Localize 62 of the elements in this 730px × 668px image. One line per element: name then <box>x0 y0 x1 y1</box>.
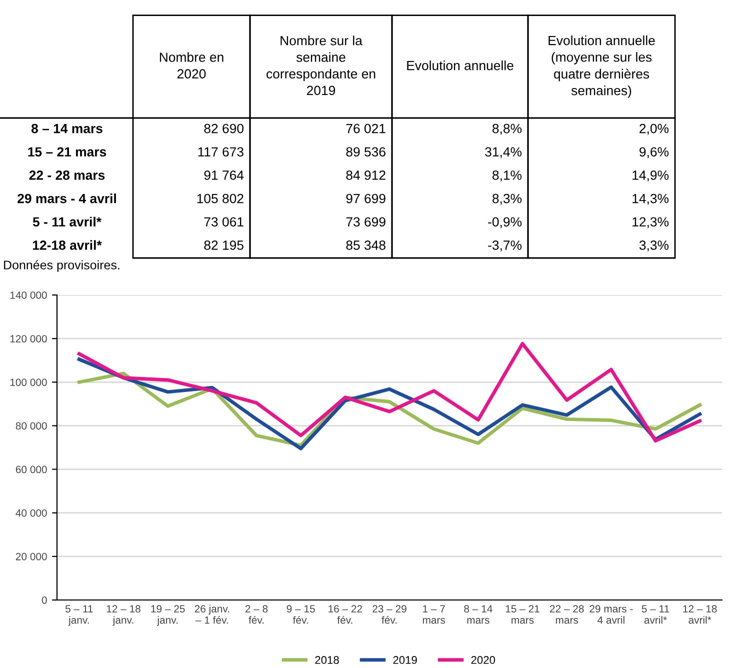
data-label: 82 690 <box>204 124 244 134</box>
data-label: 8,3% <box>492 194 522 205</box>
x-tick-label: Evolution annuelle (moyenne sur les quatre dernières semaines) <box>548 36 655 98</box>
line-series <box>77 342 702 443</box>
y-tick-label: 120 000 <box>10 335 47 342</box>
y-tick-label: 8 – 14 mars <box>31 124 102 134</box>
x-tick-label: 8 – 14 mars <box>464 605 492 624</box>
x-tick-label: 12 – 18 avril* <box>683 605 717 624</box>
y-tick-label: 40 000 <box>16 509 47 517</box>
x-tick-label: 2 – 8 fév. <box>245 605 268 624</box>
x-tick-label: 15 – 21 mars <box>506 605 540 624</box>
data-label: 3,3% <box>639 240 669 252</box>
y-tick-label: 20 000 <box>16 552 47 560</box>
y-tick-label: 140 000 <box>10 292 47 299</box>
x-tick-label: 22 – 28 mars <box>550 605 584 624</box>
y-tick-label: 5 - 11 avril* <box>32 216 102 227</box>
x-tick-label: Evolution annuelle <box>407 60 514 70</box>
y-tick-label: 80 000 <box>16 422 47 430</box>
data-label: 82 195 <box>204 240 244 250</box>
data-label: 73 061 <box>204 217 244 227</box>
legend-label: 2020 <box>471 656 496 664</box>
x-tick-label: 5 – 11 janv. <box>65 605 93 626</box>
legend-label: 2019 <box>393 656 417 664</box>
data-label: 89 536 <box>346 147 386 157</box>
data-label: 14,9% <box>632 170 669 182</box>
data-label: 105 802 <box>197 194 244 204</box>
text: Données provisoires. <box>4 260 120 272</box>
data-label: -0,9% <box>488 217 522 228</box>
x-tick-label: 29 mars - 4 avril <box>590 605 633 624</box>
x-tick-label: 5 – 11 avril* <box>642 605 670 624</box>
y-tick-label: 12-18 avril* <box>32 240 102 250</box>
data-label: 117 673 <box>198 147 244 157</box>
data-label: 8,8% <box>492 124 522 135</box>
data-label: 84 912 <box>346 170 386 180</box>
data-label: 31,4% <box>485 147 522 158</box>
data-label: 97 699 <box>346 194 386 204</box>
x-tick-label: 19 – 25 janv. <box>151 605 185 626</box>
y-tick-label: 22 - 28 mars <box>29 170 105 180</box>
y-tick-label: 15 – 21 mars <box>28 147 106 157</box>
legend-label: 2018 <box>315 656 339 664</box>
y-tick-label: 100 000 <box>10 378 47 386</box>
data-label: 73 699 <box>346 217 386 227</box>
x-tick-label: 12 – 18 janv. <box>106 605 140 626</box>
data-label: 14,3% <box>632 194 669 205</box>
x-tick-label: 16 – 22 fév. <box>328 605 362 624</box>
data-label: 9,6% <box>640 147 669 158</box>
data-label: -3,7% <box>488 240 522 252</box>
data-label: 12,3% <box>632 217 669 228</box>
data-label: 85 348 <box>346 240 386 250</box>
x-tick-label: 23 – 29 fév. <box>372 605 406 624</box>
data-label: 91 764 <box>204 170 244 180</box>
y-tick-label: 29 mars - 4 avril <box>18 194 116 204</box>
data-label: 8,1% <box>492 170 522 182</box>
y-tick-label: 0 <box>42 596 47 604</box>
data-label: 2,0% <box>640 124 669 135</box>
x-tick-label: 1 – 7 mars <box>422 605 446 624</box>
y-tick-label: 60 000 <box>16 466 47 474</box>
x-tick-label: Nombre sur la semaine correspondante en 2019 <box>266 36 376 96</box>
data-label: 76 021 <box>346 124 386 134</box>
x-tick-label: 26 janv. – 1 fév. <box>194 604 230 624</box>
x-tick-label: 9 – 15 fév. <box>286 605 315 624</box>
x-tick-label: Nombre en 2020 <box>160 52 224 79</box>
